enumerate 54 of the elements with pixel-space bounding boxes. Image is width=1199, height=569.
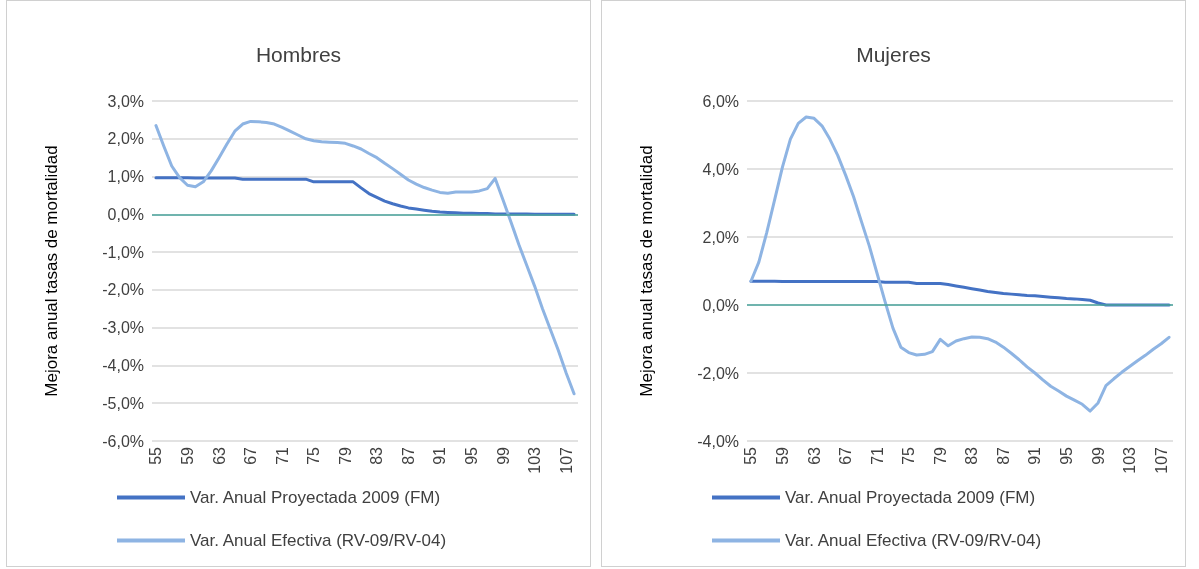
x-tick-label: 103 xyxy=(1121,446,1139,474)
x-tick-label: 99 xyxy=(494,446,512,465)
y-tick-label: 6,0% xyxy=(702,92,739,110)
x-tick-label: 83 xyxy=(368,446,386,465)
x-tick-label: 63 xyxy=(210,446,228,465)
y-tick-label: 1,0% xyxy=(107,168,144,186)
y-tick-label: 0,0% xyxy=(702,296,739,314)
x-tick-label: 103 xyxy=(526,446,544,474)
y-axis-title: Mejora anual tasas de mortalidad xyxy=(42,145,61,397)
x-tick-label: 95 xyxy=(463,446,480,465)
x-tick-label: 71 xyxy=(273,446,291,465)
y-axis-title: Mejora anual tasas de mortalidad xyxy=(637,145,656,397)
y-tick-label: -4,0% xyxy=(697,432,739,450)
legend-label: Var. Anual Proyectada 2009 (FM) xyxy=(190,488,441,507)
legend-label: Var. Anual Efectiva (RV-09/RV-04) xyxy=(190,531,447,550)
x-tick-label: 107 xyxy=(1152,446,1170,474)
y-tick-label: -2,0% xyxy=(697,364,739,382)
y-tick-label: -1,0% xyxy=(102,243,144,261)
y-tick-label: 2,0% xyxy=(702,228,739,246)
x-tick-label: 107 xyxy=(557,446,575,474)
line-series xyxy=(749,115,1171,413)
y-tick-label: -2,0% xyxy=(102,281,144,299)
x-tick-label: 87 xyxy=(994,446,1012,465)
x-tick-label: 71 xyxy=(868,446,886,465)
x-tick-label: 75 xyxy=(305,446,323,465)
x-tick-label: 55 xyxy=(742,446,760,465)
x-tick-label: 79 xyxy=(336,446,354,465)
y-tick-label: -5,0% xyxy=(102,394,144,412)
x-tick-label: 67 xyxy=(837,446,855,465)
legend-label: Var. Anual Proyectada 2009 (FM) xyxy=(785,488,1036,507)
y-tick-label: 0,0% xyxy=(107,205,144,223)
x-tick-label: 91 xyxy=(431,446,449,465)
y-tick-label: 4,0% xyxy=(702,160,739,178)
x-tick-label: 87 xyxy=(399,446,417,465)
chart-title: Hombres xyxy=(255,43,342,66)
y-tick-label: -6,0% xyxy=(102,432,144,450)
line-series xyxy=(154,119,576,396)
x-tick-label: 79 xyxy=(931,446,949,465)
x-tick-label: 75 xyxy=(900,446,918,465)
y-tick-label: -3,0% xyxy=(102,319,144,337)
legend-label: Var. Anual Efectiva (RV-09/RV-04) xyxy=(785,531,1042,550)
x-tick-label: 59 xyxy=(179,446,196,465)
x-tick-label: 83 xyxy=(963,446,981,465)
x-tick-label: 99 xyxy=(1089,446,1107,465)
y-tick-label: 3,0% xyxy=(107,92,144,110)
x-tick-label: 55 xyxy=(147,446,165,465)
x-tick-label: 67 xyxy=(242,446,260,465)
y-tick-label: -4,0% xyxy=(102,356,144,374)
x-tick-label: 91 xyxy=(1026,446,1044,465)
x-tick-label: 63 xyxy=(805,446,823,465)
y-tick-label: 2,0% xyxy=(107,130,144,148)
x-tick-label: 95 xyxy=(1058,446,1075,465)
x-tick-label: 59 xyxy=(774,446,791,465)
chart-title: Mujeres xyxy=(856,43,931,66)
